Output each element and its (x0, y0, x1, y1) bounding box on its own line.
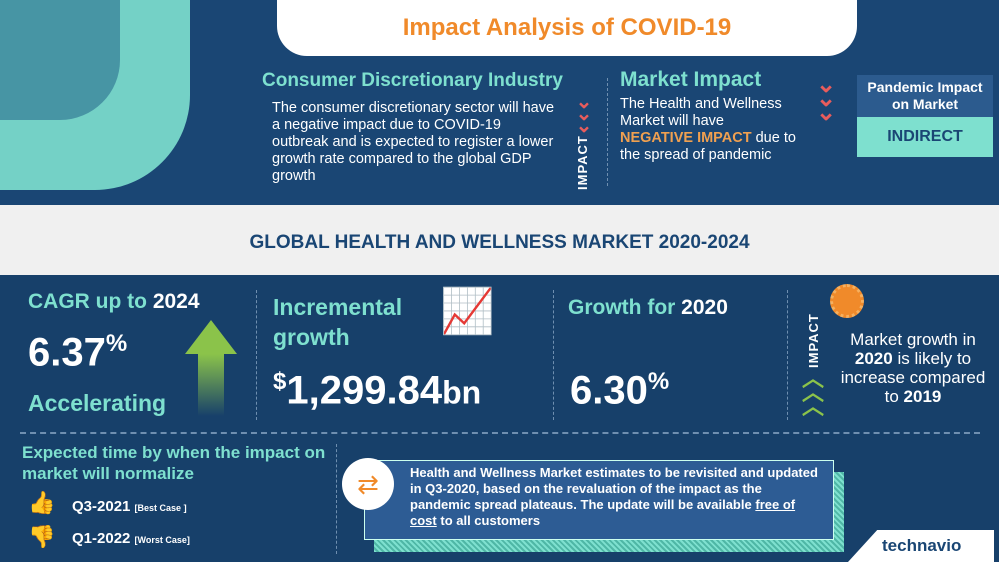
virus-core-icon (0, 0, 120, 120)
text: Health and Wellness Market estimates to … (410, 465, 818, 512)
unit: % (105, 330, 128, 357)
normalize-title: Expected time by when the impact on mark… (22, 443, 326, 483)
market-title-band: GLOBAL HEALTH AND WELLNESS MARKET 2020-2… (0, 205, 999, 275)
market-impact-text: The Health and Wellness Market will have… (620, 96, 798, 164)
value: 6.37 (28, 330, 106, 375)
divider (787, 290, 788, 420)
growth-year: 2020 (681, 296, 728, 319)
cagr-label: CAGR up to 2024 (28, 290, 200, 314)
pandemic-impact-label: Pandemic Impact on Market (857, 75, 993, 117)
year: 2019 (903, 387, 942, 406)
incremental-label: Incremental growth (273, 294, 403, 350)
year: 2020 (854, 349, 893, 368)
worst-value: Q1-2022 (72, 530, 131, 547)
page-title: Impact Analysis of COVID-19 (277, 0, 857, 56)
text: Market growth in (850, 330, 976, 349)
chevrons-down-icon: ⌄ ⌄ ⌄ (575, 91, 593, 137)
pandemic-impact-box: Pandemic Impact on Market INDIRECT (857, 75, 993, 157)
chevrons-down-icon: ⌄ ⌄ ⌄ (815, 71, 837, 126)
impact-label: IMPACT (806, 313, 821, 368)
arrow-up-shaft (198, 354, 224, 416)
incremental-value: $1,299.84bn (273, 368, 481, 413)
divider (256, 290, 257, 420)
arrow-up-icon (185, 320, 237, 354)
text: to all customers (440, 513, 541, 528)
growth-value: 6.30% (570, 368, 669, 413)
text: is likely to increase compared to (840, 349, 986, 406)
growth-label: Growth for 2020 (568, 296, 728, 320)
text: CAGR up to (28, 290, 147, 313)
refresh-icon: ⇄ (342, 458, 394, 510)
update-note: Health and Wellness Market estimates to … (364, 460, 834, 540)
unit: bn (442, 374, 482, 411)
value: 1,299.84 (286, 368, 443, 413)
impact-label: IMPACT (575, 135, 590, 190)
best-value: Q3-2021 (72, 498, 131, 515)
cagr-value: 6.37% (28, 330, 127, 375)
best-tag: [Best Case ] (134, 503, 187, 513)
text: The Health and Wellness Market will have (620, 96, 782, 129)
impact-2020-text: Market growth in 2020 is likely to incre… (834, 330, 992, 406)
thumbs-down-icon: 👎 (28, 524, 56, 549)
cagr-status: Accelerating (28, 390, 167, 416)
negative-impact-highlight: NEGATIVE IMPACT (620, 130, 752, 146)
pandemic-impact-value: INDIRECT (857, 117, 993, 157)
divider (336, 444, 337, 554)
technavio-logo: technavio (848, 530, 994, 562)
industry-text: The consumer discretionary sector will h… (272, 100, 555, 184)
divider (553, 290, 554, 420)
text: Growth for (568, 296, 676, 319)
free-of-cost-link[interactable]: free of cost (410, 497, 796, 528)
best-case: Q3-2021 [Best Case ] (72, 498, 187, 515)
chevrons-up-icon: ︿ ︿ ︿ (802, 366, 825, 419)
virus-icon (830, 284, 864, 318)
text: due to the spread of pandemic (620, 130, 796, 163)
market-impact-title: Market Impact (620, 68, 762, 91)
thumbs-up-icon: 👍 (28, 490, 56, 515)
growth-chart-icon: 📈 (440, 287, 495, 336)
value: 6.30 (570, 368, 648, 413)
unit: % (647, 368, 670, 395)
industry-title: Consumer Discretionary Industry (262, 70, 563, 91)
worst-case: Q1-2022 [Worst Case] (72, 530, 190, 547)
worst-tag: [Worst Case] (134, 535, 190, 545)
currency: $ (273, 368, 287, 395)
cagr-year: 2024 (152, 290, 200, 313)
divider (607, 78, 608, 186)
divider (20, 432, 980, 434)
